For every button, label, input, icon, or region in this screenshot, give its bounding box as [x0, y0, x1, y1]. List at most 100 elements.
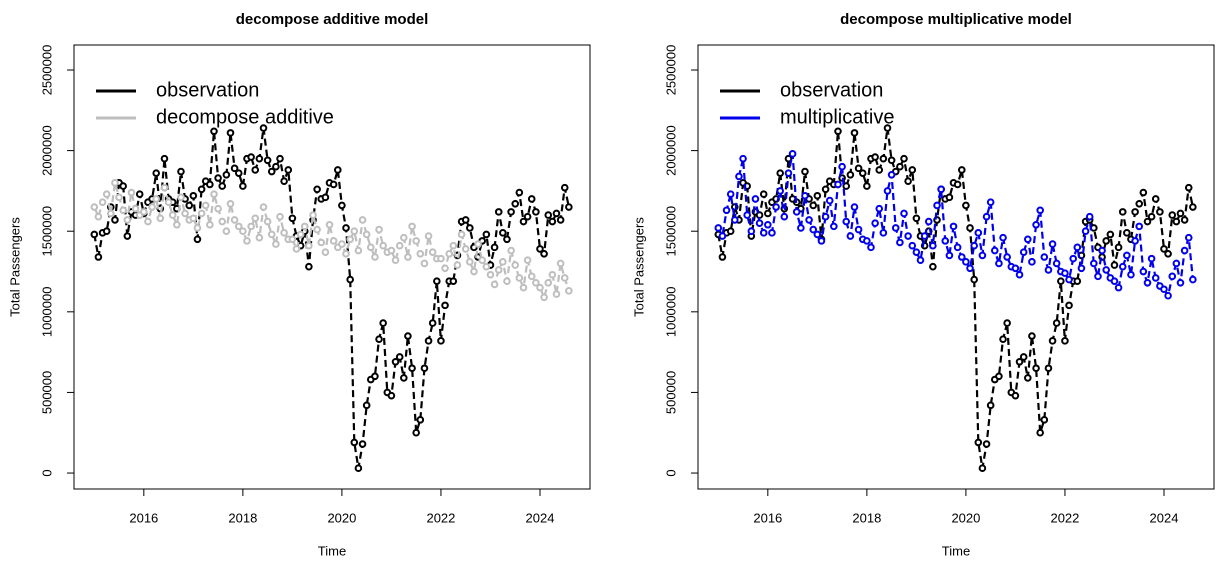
series-point [412, 237, 420, 245]
series-line [717, 127, 1194, 469]
x-tick-label: 2020 [951, 510, 980, 525]
series-point [813, 191, 822, 200]
series-point [1032, 220, 1040, 229]
series-point [503, 235, 511, 244]
series-point [982, 440, 991, 448]
series-point [908, 241, 917, 250]
series-point [424, 232, 433, 240]
series-point [338, 201, 346, 210]
series-point [395, 353, 404, 361]
series-point [466, 224, 474, 232]
y-tick-label: 2500000 [663, 45, 678, 96]
series-point [916, 256, 925, 265]
series-point [970, 241, 978, 250]
series-point [1036, 428, 1044, 437]
series-point [896, 162, 904, 171]
series-point [102, 227, 111, 236]
series-point [933, 201, 941, 210]
series-point [90, 203, 99, 211]
y-tick-label: 2500000 [39, 45, 54, 96]
series-point [937, 185, 945, 194]
series-point [986, 198, 995, 206]
series-point [842, 182, 851, 190]
series-point [404, 332, 412, 340]
y-axis-label: Total Passengers [631, 217, 646, 317]
series-point [466, 258, 474, 266]
series-point [854, 164, 863, 173]
series-point [263, 217, 272, 226]
chart-title: decompose additive model [236, 11, 429, 28]
series-point [1077, 264, 1086, 273]
series-point [912, 214, 921, 223]
series-point [1048, 337, 1057, 345]
series-point [1003, 319, 1011, 327]
series-point [251, 166, 260, 174]
series-point [883, 124, 892, 132]
y-tick-label: 500000 [663, 371, 678, 414]
series-point [966, 224, 974, 232]
series-point [111, 179, 119, 187]
series-point [945, 251, 954, 260]
series-point [556, 259, 565, 268]
series-point [974, 229, 983, 237]
series-point [962, 258, 970, 266]
series-point [507, 246, 515, 255]
series-point [1143, 278, 1152, 287]
series-point [735, 172, 743, 181]
series-point [305, 241, 313, 250]
series-point [945, 193, 954, 202]
series-point [371, 372, 379, 381]
series-point [986, 401, 995, 410]
series-point [416, 249, 425, 258]
series-point [962, 201, 970, 210]
series-point [1151, 274, 1160, 282]
series-point [437, 337, 445, 345]
series-point [288, 235, 297, 244]
y-tick-label: 2000000 [39, 125, 54, 176]
series-point [532, 208, 540, 216]
series-point [896, 238, 904, 247]
series-point [1028, 332, 1036, 340]
series-point [519, 283, 528, 292]
series-point [156, 214, 165, 223]
series-point [358, 216, 367, 224]
series-point [871, 219, 879, 227]
series-point [1040, 416, 1049, 424]
series-point [1085, 212, 1094, 221]
series-point [556, 216, 565, 224]
series-point [1057, 277, 1065, 285]
series-point [1164, 291, 1172, 300]
series-point [900, 209, 908, 218]
series-point [1189, 275, 1197, 284]
series-point [1160, 245, 1168, 253]
y-tick-label: 500000 [39, 371, 54, 414]
series-point [362, 230, 371, 239]
series-point [863, 182, 871, 190]
series-point [978, 251, 987, 260]
series-point [776, 169, 785, 177]
series-point [1135, 222, 1144, 231]
series-point [160, 154, 169, 163]
series-point [499, 229, 507, 237]
series-point [239, 182, 247, 190]
series-point [1061, 337, 1069, 345]
series-point [1065, 301, 1073, 310]
series-point [780, 212, 789, 221]
series-point [461, 245, 470, 253]
x-tick-label: 2024 [1150, 510, 1179, 525]
series-point [730, 216, 739, 224]
series-point [515, 188, 524, 197]
series-point [523, 212, 532, 221]
series-point [999, 233, 1007, 242]
series-point [1061, 269, 1069, 277]
series-point [185, 201, 194, 210]
series-point [119, 182, 127, 190]
x-tick-label: 2022 [1050, 510, 1079, 525]
series-point [842, 217, 851, 226]
series-point [1180, 216, 1189, 224]
series-point [1164, 249, 1172, 258]
legend-label: multiplicative [780, 106, 894, 128]
series-point [127, 188, 136, 197]
series-point [759, 229, 768, 237]
series-point [718, 253, 727, 261]
